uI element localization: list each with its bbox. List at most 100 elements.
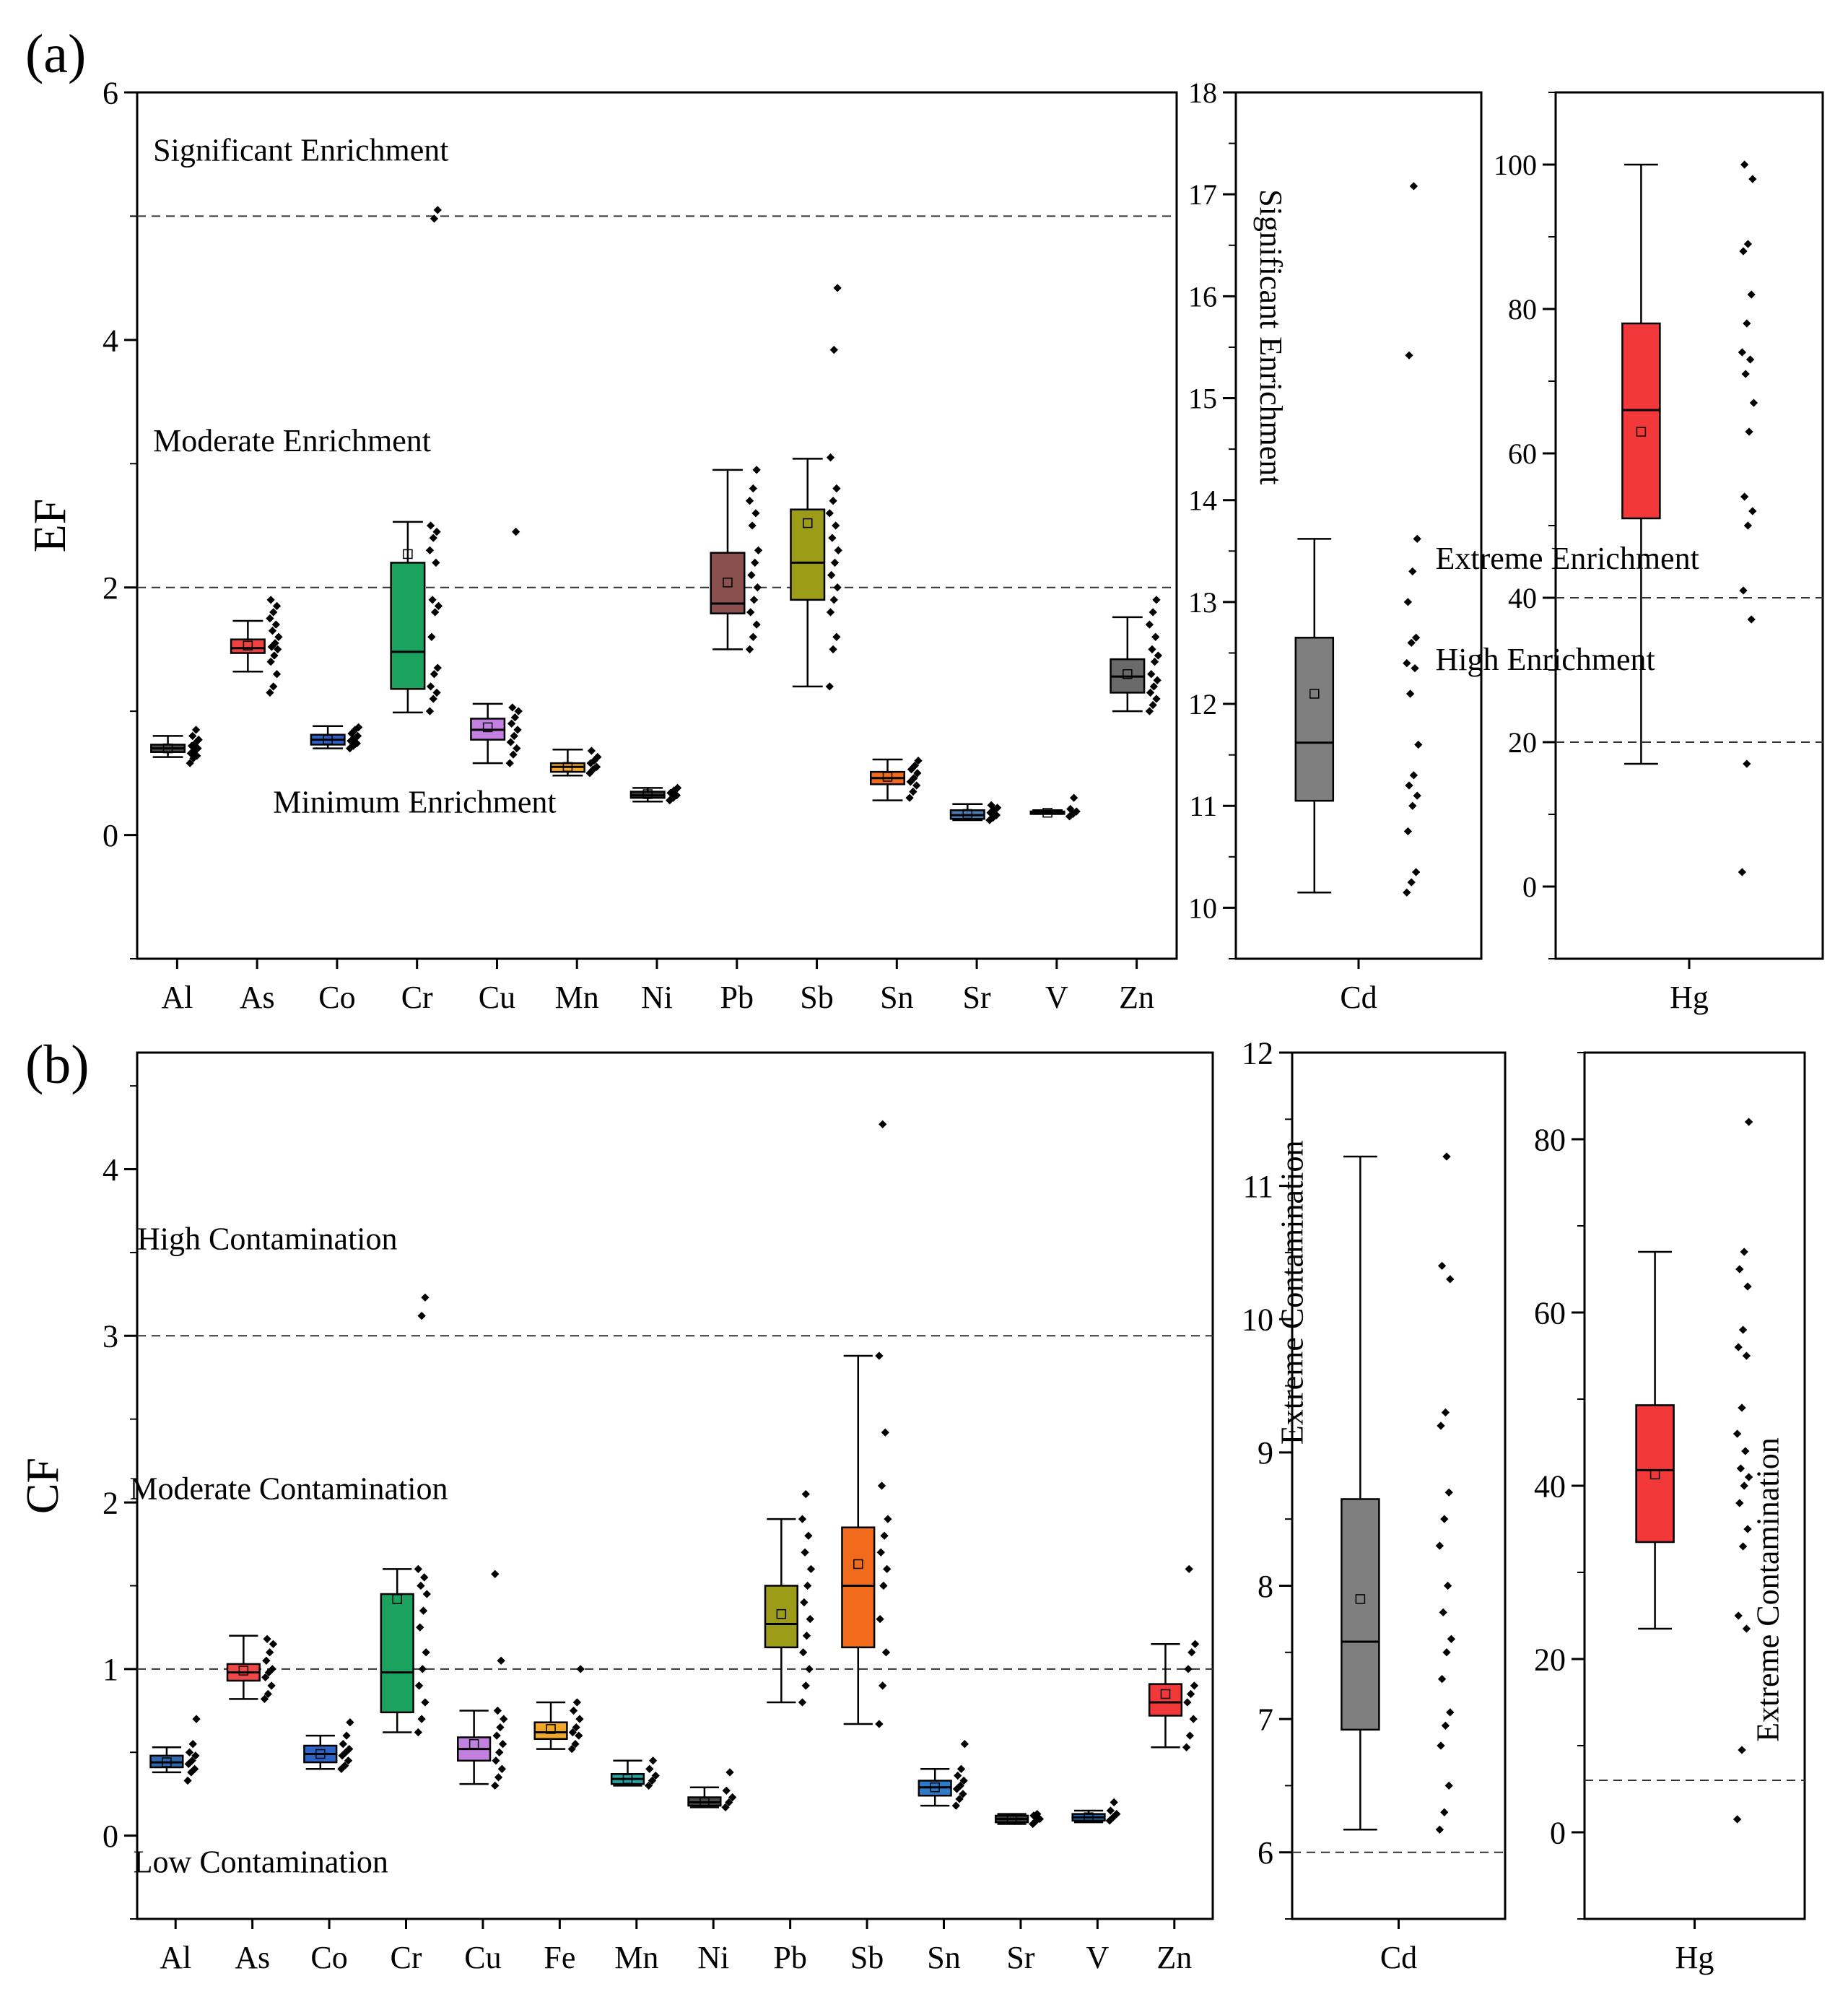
data-point	[432, 527, 441, 536]
y-axis-label: CF	[17, 1458, 68, 1514]
data-point	[429, 695, 437, 703]
data-point	[1440, 1808, 1449, 1816]
data-point	[1072, 807, 1081, 816]
y-tick-label: 18	[1188, 77, 1217, 109]
data-point	[802, 1632, 811, 1640]
data-point	[1183, 1698, 1192, 1707]
x-tick-label: Sn	[927, 1940, 960, 1975]
chart-a_hg: 0 20 40 60 80 100 Extreme Enrichment High Enric…	[1436, 91, 1824, 1015]
data-point	[883, 1564, 892, 1574]
x-tick-label: Ni	[641, 980, 673, 1015]
data-point	[1407, 878, 1416, 887]
x-tick-label: Zn	[1119, 980, 1154, 1015]
box-hg	[1621, 322, 1661, 520]
data-point	[833, 284, 842, 292]
data-point	[1408, 567, 1417, 576]
data-point	[346, 1718, 354, 1727]
panel-a-label: (a)	[25, 24, 86, 84]
data-point	[269, 682, 278, 691]
data-point	[879, 1681, 887, 1690]
zone-label: Minimum Enrichment	[273, 785, 556, 820]
data-point	[272, 670, 282, 679]
mean-marker	[482, 722, 493, 733]
data-point	[183, 1776, 192, 1785]
data-point	[884, 1515, 892, 1523]
data-point	[507, 719, 516, 728]
data-point	[188, 1756, 196, 1765]
data-point	[798, 1515, 807, 1523]
data-point	[954, 1771, 962, 1780]
mean-marker	[962, 809, 973, 819]
data-point	[879, 1581, 888, 1590]
data-point	[1738, 868, 1747, 876]
data-point	[1749, 399, 1758, 407]
data-point	[751, 509, 760, 518]
data-point	[268, 627, 277, 635]
data-point	[1732, 1815, 1742, 1824]
x-tick-label: Pb	[773, 1940, 806, 1975]
data-point	[494, 1773, 503, 1782]
data-point	[833, 583, 842, 592]
data-point	[752, 466, 761, 474]
data-point	[506, 738, 515, 746]
y-tick-label: 80	[1508, 293, 1537, 326]
zone-label: Low Contamination	[134, 1844, 388, 1879]
data-point	[875, 1351, 884, 1360]
data-point	[354, 723, 363, 732]
x-tick-label: V	[1045, 980, 1068, 1015]
data-point	[749, 596, 759, 604]
plot-frame	[136, 1051, 1214, 1920]
data-point	[1149, 700, 1157, 710]
data-point	[745, 497, 754, 505]
data-point	[1446, 1275, 1455, 1284]
data-point	[1743, 759, 1751, 768]
data-point	[268, 1665, 276, 1673]
data-point	[754, 546, 763, 554]
x-tick-label: V	[1086, 1940, 1109, 1975]
x-tick-label: Co	[318, 980, 355, 1015]
x-tick-label: Sn	[880, 980, 913, 1015]
data-point	[1154, 651, 1163, 660]
data-point	[497, 1656, 505, 1665]
data-point	[801, 1548, 809, 1557]
mean-marker	[162, 1757, 172, 1767]
data-point	[491, 1781, 500, 1790]
chart-b_main: 0 1 2 3 4 CF High Contamination Moderate Contam…	[17, 1051, 1214, 1975]
x-tick-label: As	[235, 1940, 270, 1975]
data-point	[722, 1786, 731, 1795]
mean-marker	[238, 1666, 249, 1676]
mean-marker	[403, 549, 413, 560]
y-tick-label: 11	[1189, 790, 1217, 822]
y-tick-label: 10	[1188, 892, 1217, 924]
data-point	[270, 651, 279, 660]
data-point	[1403, 827, 1413, 836]
data-point	[1748, 507, 1757, 515]
data-point	[191, 1751, 200, 1760]
data-point	[418, 1665, 427, 1673]
data-point	[426, 521, 435, 530]
y-tick-label: 60	[1508, 437, 1537, 470]
data-point	[1744, 1473, 1753, 1481]
data-point	[909, 787, 918, 796]
data-point	[1740, 1248, 1748, 1256]
data-point	[339, 1740, 347, 1749]
data-point	[1735, 1499, 1744, 1507]
data-point	[1441, 1408, 1450, 1417]
data-point	[875, 1720, 884, 1728]
data-point	[432, 558, 440, 567]
data-point	[829, 345, 838, 354]
y-tick-label: 20	[1534, 1642, 1566, 1677]
chart-b_cd: 6 7 8 9 10 11 12 Extreme Contamination Cd	[1242, 1035, 1507, 1975]
y-tick-label: 0	[103, 818, 118, 853]
x-tick-label: Hg	[1675, 1940, 1714, 1975]
data-point	[428, 596, 437, 604]
data-point	[513, 726, 522, 734]
data-point	[491, 1570, 500, 1578]
data-point	[271, 639, 279, 648]
data-point	[432, 688, 441, 697]
data-point	[648, 1756, 658, 1765]
y-tick-label: 9	[1258, 1435, 1273, 1471]
data-point	[1435, 1825, 1444, 1834]
data-point	[1190, 1681, 1199, 1690]
